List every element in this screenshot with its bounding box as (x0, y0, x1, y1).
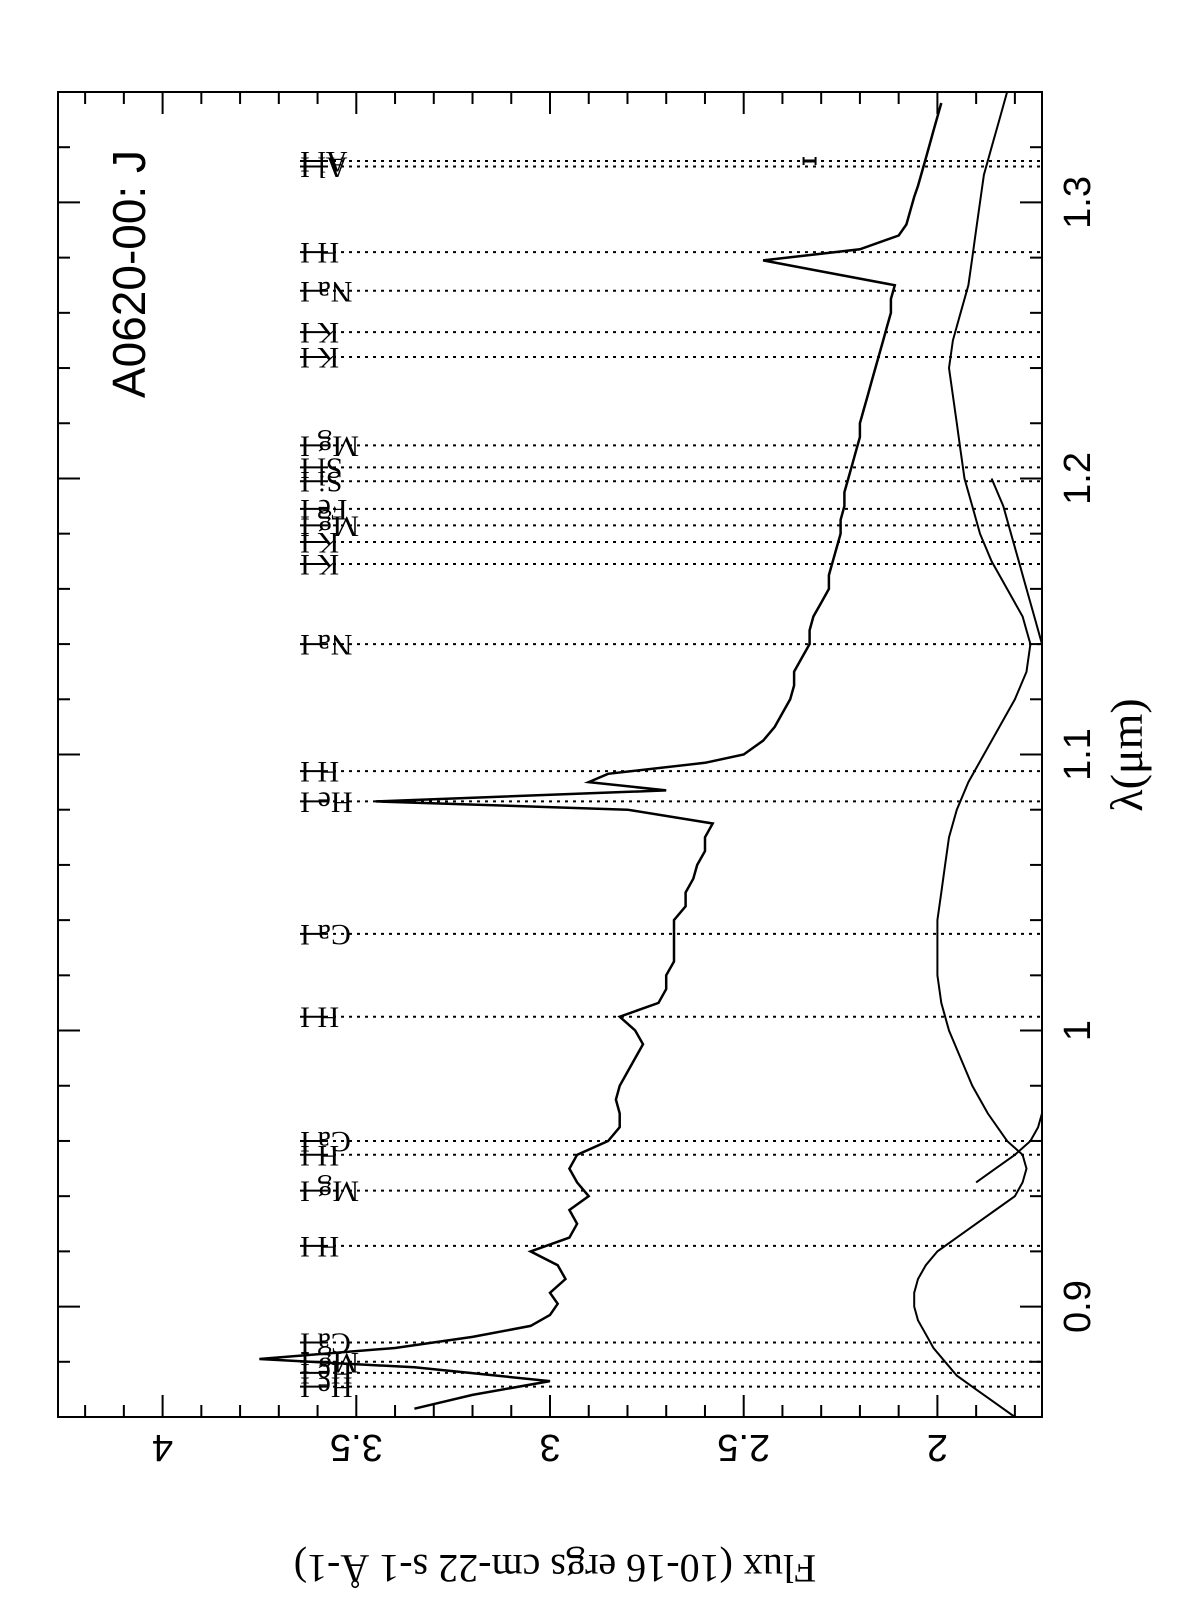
x-tick-label: 1.3 (1057, 176, 1099, 229)
line-id-label: Mg I (300, 429, 359, 462)
line-id-markers: He IHe IMg ICa IH IMg IH ICa IH ICa IHe … (300, 145, 1042, 1404)
y-tick-label: 3 (539, 1426, 560, 1468)
line-id-label: H I (300, 755, 339, 788)
x-tick-label: 0.9 (1057, 1280, 1099, 1333)
line-id-label: H I (300, 236, 339, 269)
line-id-label: Fe I (300, 493, 348, 526)
x-tick-label: 1.2 (1057, 452, 1099, 505)
line-id-label: K I (300, 548, 339, 581)
y-tick-label: 2 (927, 1426, 948, 1468)
line-id-label: K I (300, 526, 339, 559)
line-id-label: Ca I (300, 918, 351, 951)
y-tick-label: 4 (152, 1426, 173, 1468)
y-tick-label: 2.5 (717, 1426, 770, 1468)
tick-labels: 0.9 1 1.1 1.2 1.3 2 2.5 3 3.5 4 (152, 176, 1099, 1468)
y-axis-label: Flux (10-16 ergs cm-22 s-1 Å-1) (294, 1546, 817, 1591)
line-id-label: K I (300, 341, 339, 374)
y-tick-label: 3.5 (330, 1426, 383, 1468)
line-id-label: Mg I (300, 1175, 359, 1208)
spectrum-line-1 (913, 91, 1032, 1418)
line-id-label: H I (300, 1139, 339, 1172)
x-axis-label: λ(μm) (1101, 698, 1152, 811)
spectrum-line-2 (975, 1113, 1043, 1184)
line-id-label: He I (300, 1371, 352, 1404)
x-tick-label: 1.1 (1057, 728, 1099, 781)
line-id-label: H I (300, 1001, 339, 1034)
line-id-label: Si I (300, 451, 343, 484)
x-tick-label: 1 (1057, 1020, 1099, 1041)
line-id-label: Si I (300, 465, 343, 498)
line-id-label: Na I (300, 275, 352, 308)
line-id-label: K I (300, 316, 339, 349)
line-id-label: Ca I (300, 1125, 351, 1158)
spectrum-line-3 (990, 478, 1043, 645)
line-id-label: Mg I (300, 509, 359, 542)
line-id-label: He I (300, 785, 352, 818)
spectrum-series (259, 91, 1043, 1418)
spectrum-line-0 (259, 102, 943, 1410)
chart-title: A0620-00: J (103, 150, 155, 398)
line-id-label: H I (300, 1230, 339, 1263)
line-id-label: Na I (300, 628, 352, 661)
line-id-label: Al I (300, 145, 348, 178)
line-id-label: Al I (300, 151, 348, 184)
